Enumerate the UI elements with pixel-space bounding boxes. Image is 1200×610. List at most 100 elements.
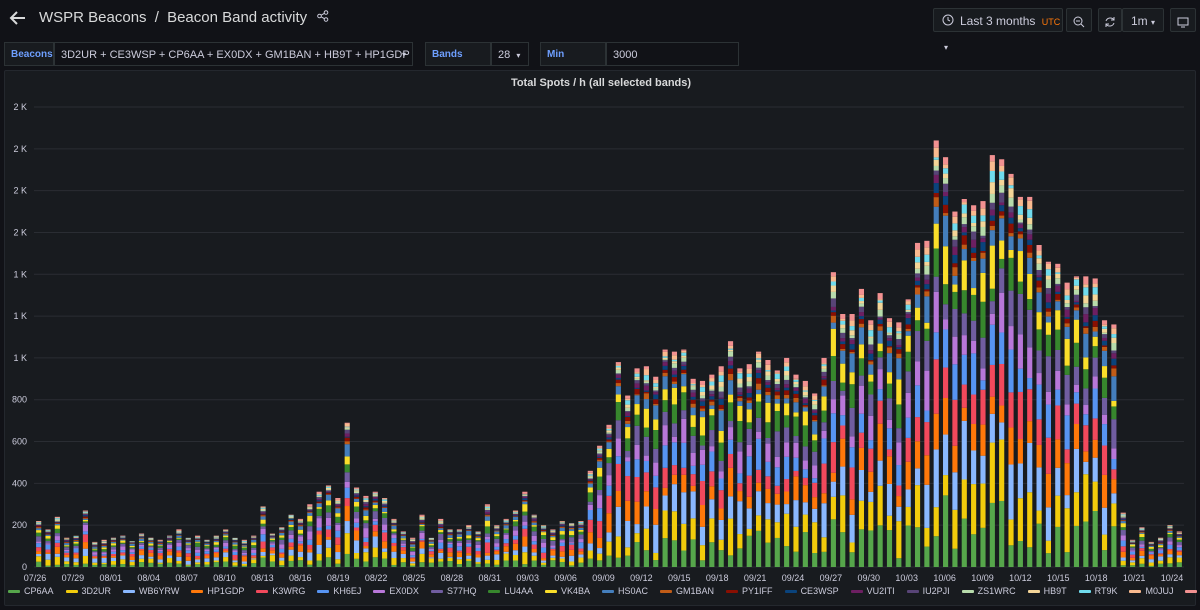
bar-segment-hp1gdp — [606, 513, 612, 533]
bar-segment-vk4ba — [784, 403, 790, 416]
bar-segment-3d2ur — [840, 495, 846, 533]
bar-segment-k3wrg — [120, 552, 126, 555]
bar-segment-zs1wrc — [690, 386, 696, 390]
legend-item[interactable]: HP1GDP — [191, 586, 244, 596]
legend-item[interactable]: ZS1WRC — [961, 586, 1016, 596]
bar-segment-ce3wsp — [905, 318, 911, 325]
bar-segment-rt9k — [821, 364, 827, 367]
dashboard-title: WSPR Beacons / Beacon Band activity — [39, 9, 329, 26]
legend-item[interactable]: EX0DX — [373, 586, 419, 596]
y-tick-label: 1 K — [13, 269, 27, 279]
bar-segment-cp6aa — [569, 565, 575, 567]
bar-segment-wb6yrw — [868, 491, 874, 502]
legend-item[interactable]: KL2R — [1185, 586, 1200, 596]
legend-swatch — [256, 590, 269, 594]
bar-segment-vk4ba — [1139, 533, 1145, 538]
bar-segment-wb6yrw — [400, 553, 406, 559]
bar-segment-cp6aa — [1008, 545, 1014, 567]
bar-segment-kl2r — [793, 374, 799, 379]
bar-segment-gm1ban — [260, 515, 266, 517]
bar-segment-3d2ur — [1017, 498, 1023, 542]
bar-segment-hs0ac — [325, 494, 332, 501]
panel-title: Total Spots / h (all selected bands) — [510, 77, 692, 89]
bar-segment-ex0dx — [45, 543, 51, 545]
refresh-interval-picker[interactable]: 1m ▾ — [1122, 8, 1164, 32]
bar-segment-gm1ban — [241, 544, 247, 546]
legend-item[interactable]: CP6AA — [8, 586, 54, 596]
tv-mode-button[interactable] — [1170, 8, 1196, 32]
bar-segment-hs0ac — [138, 538, 145, 542]
bar-segment-kh6ej — [36, 543, 42, 548]
bar-segment-cp6aa — [1148, 565, 1154, 567]
bar-segment-cp6aa — [223, 561, 229, 567]
bar-segment-hp1gdp — [1130, 557, 1136, 561]
bar-segment-hp1gdp — [269, 550, 275, 554]
legend-item[interactable]: 3D2UR — [65, 586, 111, 596]
legend-item[interactable]: VK4BA — [544, 586, 590, 596]
bar-segment-hp1gdp — [1167, 550, 1173, 555]
bar-segment-cp6aa — [662, 538, 668, 567]
bar-segment-cp6aa — [129, 565, 135, 567]
bar-segment-3d2ur — [129, 561, 135, 566]
bar-segment-gm1ban — [840, 348, 846, 351]
bar-segment-k3wrg — [438, 548, 444, 551]
bar-segment-hb9t — [550, 530, 556, 532]
legend-item[interactable]: IU2PJI — [906, 586, 950, 596]
zoom-out-button[interactable] — [1066, 8, 1092, 32]
legend-item[interactable]: M0JUJ — [1129, 586, 1173, 596]
legend-item[interactable]: KH6EJ — [317, 586, 361, 596]
bar-segment-iu2pji — [325, 490, 332, 492]
bar-segment-hp1gdp — [36, 551, 42, 554]
bar-segment-gm1ban — [765, 391, 771, 396]
legend-item[interactable]: K3WRG — [256, 586, 305, 596]
bar-segment-wb6yrw — [1120, 557, 1126, 561]
legend-item[interactable]: S77HQ — [430, 586, 476, 596]
bar-segment-vu2iti — [933, 174, 939, 184]
folder-link[interactable]: WSPR Beacons — [39, 9, 147, 26]
legend-item[interactable]: HS0AC — [602, 586, 648, 596]
legend-item[interactable]: RT9K — [1078, 586, 1117, 596]
legend-label: HP1GDP — [207, 586, 245, 596]
bar-segment-kl2r — [718, 366, 724, 372]
bar-segment-3d2ur — [382, 551, 388, 559]
bar-segment-hp1gdp — [886, 456, 893, 484]
bar-segment-ex0dx — [438, 540, 444, 543]
legend-item[interactable]: PY1IFF — [726, 586, 773, 596]
bar-segment-hp1gdp — [1017, 439, 1023, 464]
bar-segment-ce3wsp — [1158, 541, 1164, 543]
legend-item[interactable]: LU4AA — [488, 586, 533, 596]
bar-segment-wb6yrw — [213, 557, 219, 561]
bar-segment-py1iff — [64, 541, 70, 543]
share-icon[interactable] — [317, 10, 329, 25]
bar-segment-rt9k — [363, 498, 369, 500]
bar-segment-hs0ac — [1083, 333, 1089, 358]
bar-segment-kh6ej — [503, 539, 509, 544]
bar-segment-ce3wsp — [522, 498, 528, 501]
arrow-left-icon[interactable] — [8, 8, 28, 28]
legend-item[interactable]: GM1BAN — [660, 586, 714, 596]
legend-item[interactable]: WB6YRW — [123, 586, 179, 596]
bar-segment-m0juj — [148, 538, 154, 539]
bar-segment-kh6ej — [1148, 552, 1154, 555]
bar-segment-k3wrg — [830, 442, 836, 473]
bar-segment-hb9t — [830, 285, 836, 292]
time-range-picker[interactable]: Last 3 months UTC ▾ — [933, 8, 1063, 52]
bar-segment-kh6ej — [138, 546, 145, 549]
refresh-button[interactable] — [1098, 8, 1122, 32]
bar-segment-lu4aa — [858, 358, 865, 376]
legend-item[interactable]: CE3WSP — [784, 586, 839, 596]
bar-segment-wb6yrw — [419, 548, 425, 554]
bar-segment-ex0dx — [288, 534, 294, 539]
bar-segment-kh6ej — [148, 548, 154, 550]
legend-item[interactable]: HB9T — [1027, 586, 1067, 596]
bar-segment-3d2ur — [503, 553, 509, 561]
beacons-variable-select[interactable]: 3D2UR + CE3WSP + CP6AA + EX0DX + GM1BAN … — [54, 42, 413, 66]
bar-segment-rt9k — [1073, 279, 1080, 286]
bar-segment-kh6ej — [550, 547, 556, 549]
bar-segment-lu4aa — [503, 529, 509, 534]
bar-segment-3d2ur — [671, 511, 678, 541]
bands-variable-select[interactable]: 28 ▾ — [491, 42, 529, 66]
distance-variable-input[interactable]: 3000 — [606, 42, 739, 66]
legend-item[interactable]: VU2ITI — [850, 586, 895, 596]
bar-segment-hp1gdp — [587, 532, 593, 544]
